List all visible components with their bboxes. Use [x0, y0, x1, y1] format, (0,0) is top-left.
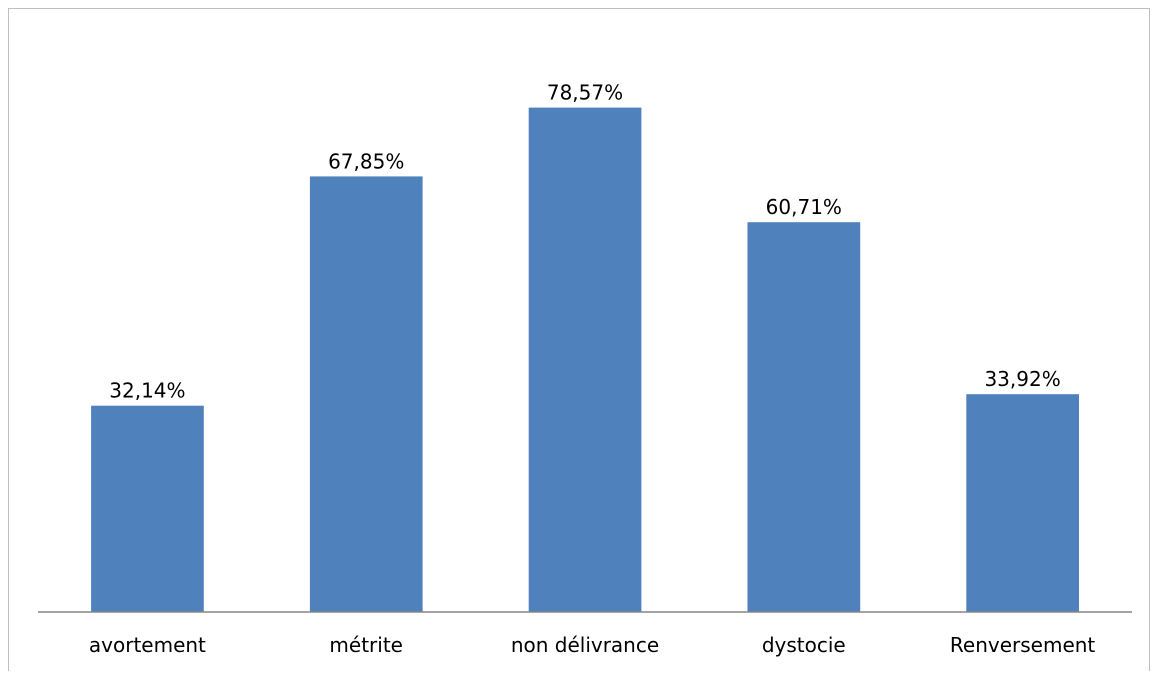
bar-4 [747, 222, 861, 612]
data-label-4: 60,71% [766, 195, 842, 219]
category-label-1: avortement [89, 633, 206, 657]
bar-1 [91, 405, 204, 612]
bar-3 [528, 107, 642, 612]
category-labels-group: avortement métrite non délivrance dystocie R… [89, 633, 1096, 657]
chart-frame [8, 8, 1150, 671]
category-label-4: dystocie [762, 633, 846, 657]
category-label-5: Renversement [950, 633, 1096, 657]
bars-group [91, 107, 1079, 612]
bar-5 [966, 394, 1079, 612]
category-label-2: métrite [329, 633, 403, 657]
data-labels-group: 32,14% 67,85% 78,57% 60,71% 33,92% [109, 81, 1060, 403]
data-label-1: 32,14% [109, 379, 185, 403]
category-label-3: non délivrance [511, 633, 659, 657]
data-label-3: 78,57% [547, 81, 623, 105]
data-label-2: 67,85% [328, 149, 404, 173]
bar-2 [309, 176, 423, 612]
data-label-5: 33,92% [984, 367, 1060, 391]
